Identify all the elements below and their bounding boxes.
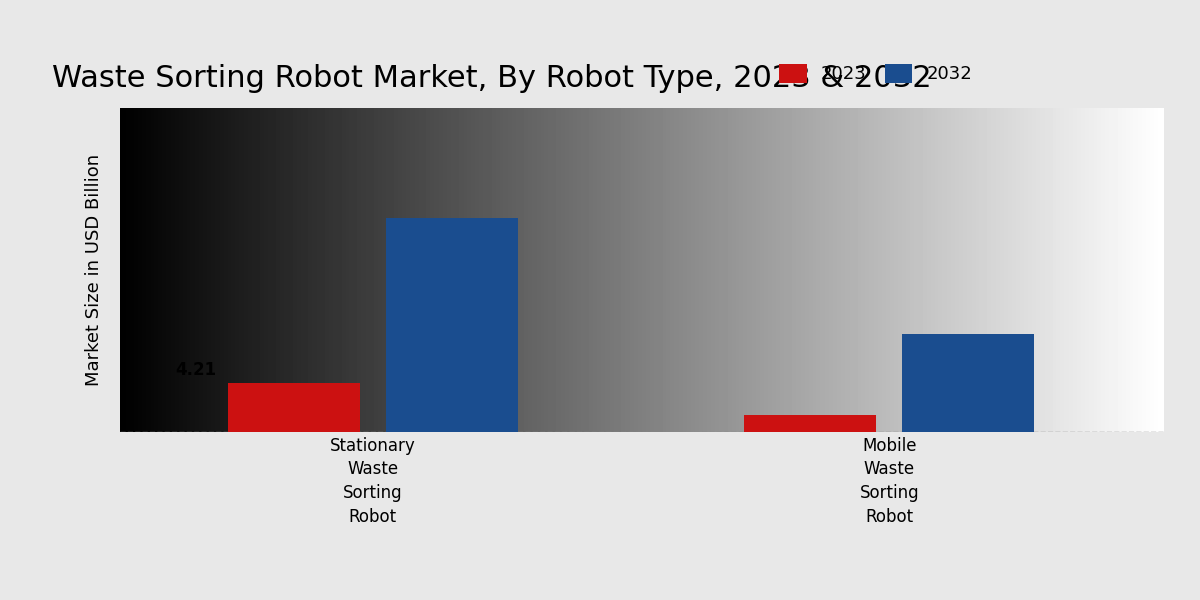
Bar <box>744 415 876 432</box>
Y-axis label: Market Size in USD Billion: Market Size in USD Billion <box>85 154 103 386</box>
Bar <box>228 383 360 432</box>
Bar <box>386 218 518 432</box>
Text: 4.21: 4.21 <box>175 361 217 379</box>
Bar <box>902 334 1034 432</box>
Text: Waste Sorting Robot Market, By Robot Type, 2023 & 2032: Waste Sorting Robot Market, By Robot Typ… <box>52 64 931 93</box>
Legend: 2023, 2032: 2023, 2032 <box>774 59 978 89</box>
